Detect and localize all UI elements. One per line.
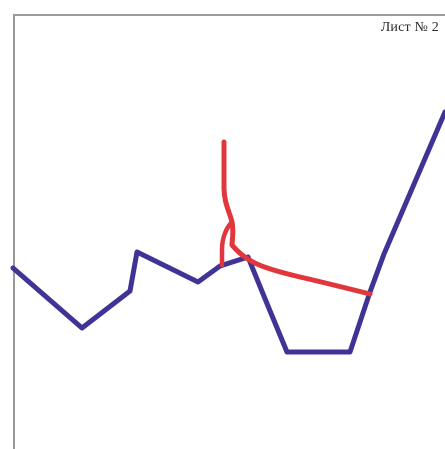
sheet-number-label: Лист № 2: [380, 20, 439, 35]
red-curve-line: [221, 139, 373, 297]
blue-profile-line: [10, 109, 445, 355]
sheet-border: [13, 14, 445, 449]
red-inner-stem: [219, 219, 235, 268]
